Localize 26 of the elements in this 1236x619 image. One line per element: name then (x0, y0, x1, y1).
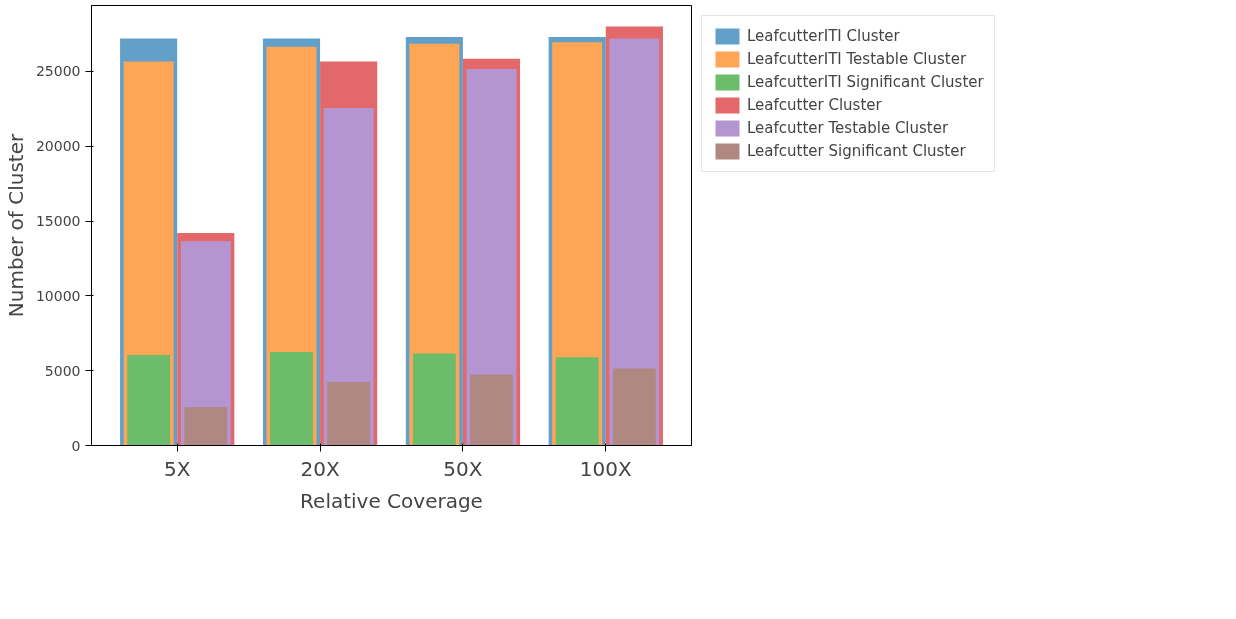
bar (555, 357, 599, 446)
x-tick-label: 100X (579, 456, 633, 481)
y-tick-label: 25000 (35, 63, 81, 80)
legend-label: LeafcutterITI Testable Cluster (747, 50, 967, 68)
bar (412, 353, 456, 446)
bar (612, 368, 656, 446)
bar (327, 381, 371, 446)
bar (270, 351, 313, 446)
x-tick-label: 50X (443, 456, 483, 481)
bar (470, 374, 513, 446)
y-tick-label: 15000 (35, 213, 81, 230)
legend-label: Leafcutter Cluster (747, 96, 882, 114)
x-tick-label: 20X (300, 456, 340, 481)
y-tick-label: 5000 (44, 362, 81, 379)
x-axis-title: Relative Coverage (300, 488, 483, 513)
legend-label: LeafcutterITI Cluster (747, 27, 900, 45)
x-tick-label: 5X (164, 456, 191, 481)
bar (184, 407, 228, 446)
legend-label: LeafcutterITI Significant Cluster (747, 73, 984, 91)
bar (127, 354, 171, 446)
legend-label: Leafcutter Testable Cluster (747, 119, 949, 137)
legend-label: Leafcutter Significant Cluster (747, 142, 966, 160)
y-tick-label: 10000 (35, 287, 81, 304)
y-tick-label: 0 (71, 437, 81, 454)
y-axis-title: Number of Cluster (3, 133, 28, 318)
y-tick-label: 20000 (35, 138, 81, 155)
